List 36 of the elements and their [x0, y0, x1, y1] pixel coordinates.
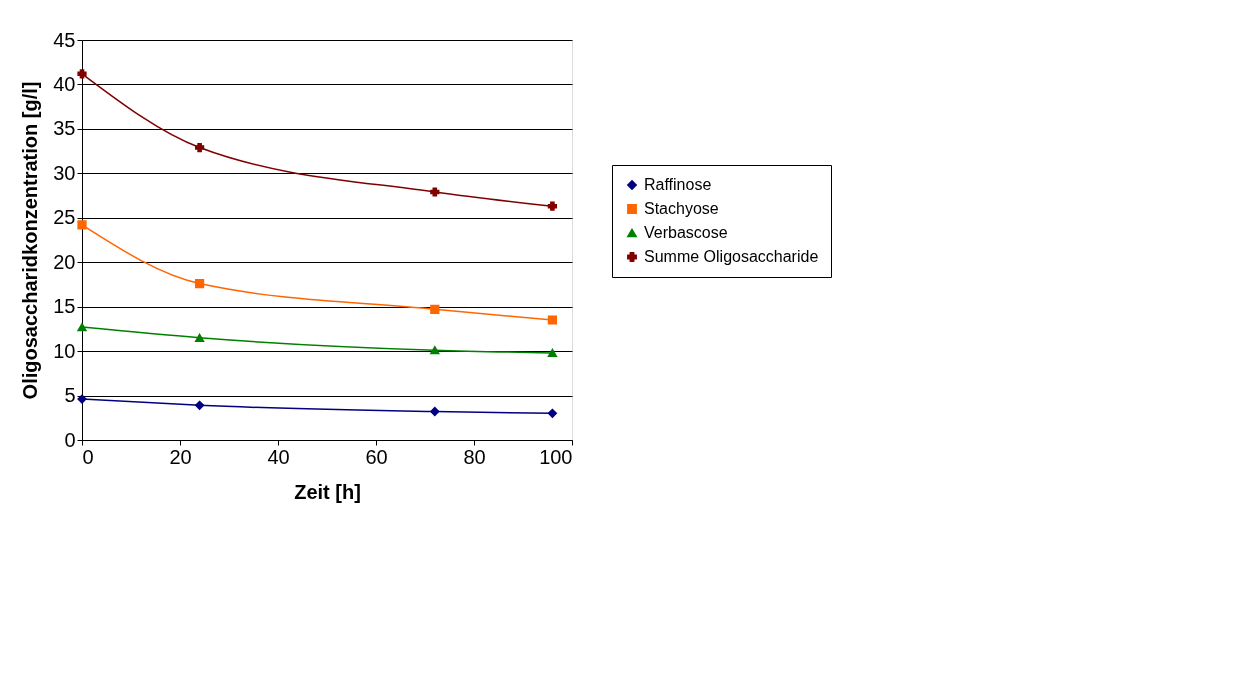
y-tick-label: 15: [53, 295, 76, 318]
point: [430, 187, 440, 197]
y-tick-label: 0: [64, 428, 76, 451]
point: [194, 142, 205, 153]
y-tick-label: 5: [64, 384, 76, 407]
point: [194, 400, 205, 410]
x-axis-title: Zeit [h]: [294, 480, 361, 503]
y-axis-title: Oligosaccharidkonzentration [g/l]: [19, 81, 42, 400]
legend-label: Summe Oligosaccharide: [644, 248, 819, 265]
legend-label: Raffinose: [644, 176, 712, 193]
point: [430, 406, 440, 417]
legend-label: Verbascose: [644, 224, 728, 241]
point: [430, 304, 440, 314]
y-tick-label: 20: [53, 250, 76, 273]
x-tick-label: 60: [365, 445, 388, 468]
y-tick-label: 25: [53, 206, 76, 229]
point: [547, 348, 558, 357]
legend-label: Stachyose: [644, 200, 719, 217]
y-tick-label: 45: [53, 28, 76, 51]
x-tick-label: 40: [267, 445, 290, 468]
point: [77, 69, 87, 79]
point: [547, 201, 558, 211]
point: [547, 315, 558, 325]
point: [430, 346, 440, 355]
y-tick-label: 10: [53, 339, 76, 362]
y-tick-label: 40: [53, 72, 76, 95]
point: [194, 333, 205, 342]
x-tick-label: 100: [539, 445, 573, 468]
x-tick-label: 80: [463, 445, 486, 468]
point: [194, 278, 205, 289]
y-tick-label: 35: [53, 117, 76, 140]
point: [547, 408, 558, 418]
point: [77, 323, 87, 332]
x-tick-label: 0: [82, 445, 94, 468]
x-tick-label: 20: [169, 445, 192, 468]
y-tick-label: 30: [53, 161, 76, 184]
